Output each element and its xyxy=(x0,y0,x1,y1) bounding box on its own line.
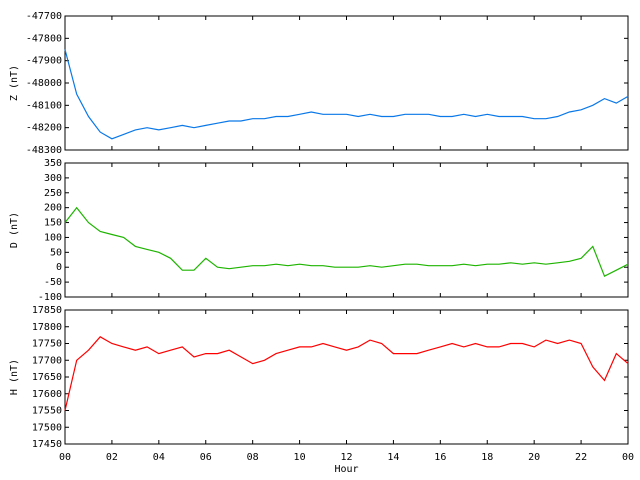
y-tick-label: 17650 xyxy=(32,372,62,383)
y-tick-label: 200 xyxy=(44,203,62,214)
y-tick-label: -47700 xyxy=(26,11,62,22)
x-tick-label: 16 xyxy=(434,452,446,463)
x-tick-label: 10 xyxy=(294,452,306,463)
y-tick-label: 350 xyxy=(44,158,62,169)
data-line xyxy=(64,336,629,411)
x-tick-label: 14 xyxy=(387,452,399,463)
x-axis-label: Hour xyxy=(334,464,358,475)
y-tick-label: 17800 xyxy=(32,322,62,333)
x-tick-label: 08 xyxy=(247,452,259,463)
y-tick-label: 17850 xyxy=(32,305,62,316)
x-tick-label: 22 xyxy=(575,452,587,463)
y-tick-label: -48300 xyxy=(26,145,62,156)
y-tick-label: -48100 xyxy=(26,100,62,111)
y-tick-label: -50 xyxy=(44,277,62,288)
x-tick-label: 18 xyxy=(481,452,493,463)
y-tick-label: -48200 xyxy=(26,123,62,134)
y-axis-label: Z (nT) xyxy=(9,65,20,101)
x-tick-label: 00 xyxy=(622,452,634,463)
x-tick-label: 02 xyxy=(106,452,118,463)
plot-frame xyxy=(64,15,629,151)
y-axis-label: D (nT) xyxy=(9,212,20,248)
plot-frame xyxy=(64,309,629,445)
y-tick-label: 17600 xyxy=(32,389,62,400)
y-tick-label: 17450 xyxy=(32,439,62,450)
y-tick-label: -48000 xyxy=(26,78,62,89)
y-tick-label: 250 xyxy=(44,188,62,199)
x-tick-label: 20 xyxy=(528,452,540,463)
y-tick-label: 17700 xyxy=(32,355,62,366)
x-tick-label: 06 xyxy=(200,452,212,463)
y-axis-label: H (nT) xyxy=(9,359,20,395)
data-line xyxy=(64,206,629,278)
y-tick-label: 50 xyxy=(50,247,62,258)
y-tick-label: -47900 xyxy=(26,56,62,67)
y-tick-label: -47800 xyxy=(26,33,62,44)
y-tick-label: 300 xyxy=(44,173,62,184)
y-tick-label: -100 xyxy=(38,292,62,303)
plot-frame xyxy=(64,162,629,298)
data-line xyxy=(64,49,629,140)
y-tick-label: 0 xyxy=(56,262,62,273)
y-tick-label: 100 xyxy=(44,232,62,243)
x-tick-label: 12 xyxy=(340,452,352,463)
y-tick-label: 17550 xyxy=(32,406,62,417)
x-tick-label: 00 xyxy=(59,452,71,463)
y-tick-label: 17500 xyxy=(32,422,62,433)
y-tick-label: 150 xyxy=(44,218,62,229)
y-tick-label: 17750 xyxy=(32,339,62,350)
x-tick-label: 04 xyxy=(153,452,165,463)
